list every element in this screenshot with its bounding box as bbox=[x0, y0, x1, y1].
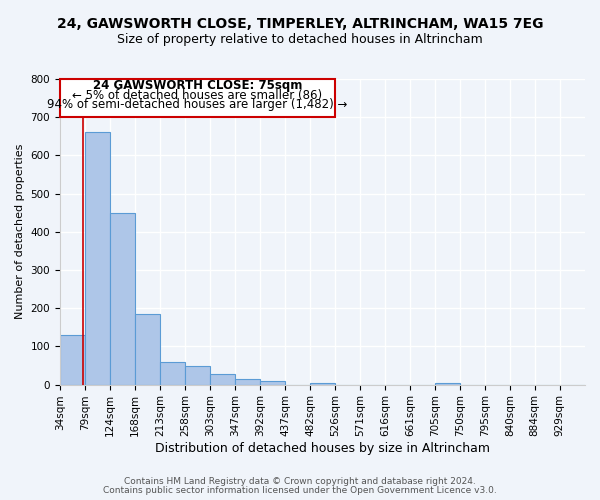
Text: 94% of semi-detached houses are larger (1,482) →: 94% of semi-detached houses are larger (… bbox=[47, 98, 347, 111]
Text: 24, GAWSWORTH CLOSE, TIMPERLEY, ALTRINCHAM, WA15 7EG: 24, GAWSWORTH CLOSE, TIMPERLEY, ALTRINCH… bbox=[57, 18, 543, 32]
Bar bbox=[185, 366, 210, 384]
Bar bbox=[135, 314, 160, 384]
Text: 24 GAWSWORTH CLOSE: 75sqm: 24 GAWSWORTH CLOSE: 75sqm bbox=[92, 80, 302, 92]
Text: Contains public sector information licensed under the Open Government Licence v3: Contains public sector information licen… bbox=[103, 486, 497, 495]
Text: ← 5% of detached houses are smaller (86): ← 5% of detached houses are smaller (86) bbox=[72, 88, 322, 102]
Bar bbox=[260, 381, 285, 384]
Bar bbox=[160, 362, 185, 384]
Bar bbox=[110, 212, 135, 384]
Y-axis label: Number of detached properties: Number of detached properties bbox=[15, 144, 25, 320]
Bar bbox=[310, 382, 335, 384]
Text: Contains HM Land Registry data © Crown copyright and database right 2024.: Contains HM Land Registry data © Crown c… bbox=[124, 477, 476, 486]
Bar bbox=[235, 379, 260, 384]
FancyBboxPatch shape bbox=[60, 79, 335, 117]
Bar bbox=[85, 132, 110, 384]
Bar bbox=[210, 374, 235, 384]
X-axis label: Distribution of detached houses by size in Altrincham: Distribution of detached houses by size … bbox=[155, 442, 490, 455]
Bar bbox=[60, 335, 85, 384]
Text: Size of property relative to detached houses in Altrincham: Size of property relative to detached ho… bbox=[117, 32, 483, 46]
